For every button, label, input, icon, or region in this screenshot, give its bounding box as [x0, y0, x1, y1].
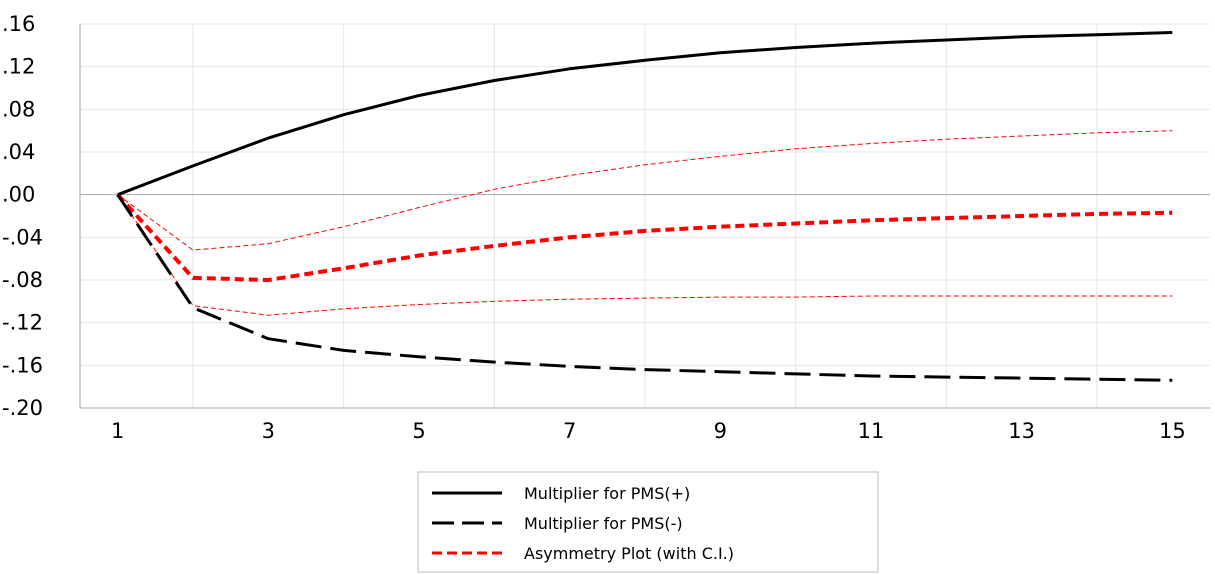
y-tick-label: -.04 — [2, 225, 43, 249]
x-tick-label: 3 — [262, 419, 275, 443]
y-tick-label: -.16 — [2, 353, 43, 377]
x-tick-label: 9 — [714, 419, 727, 443]
x-tick-label: 11 — [858, 419, 885, 443]
x-tick-label: 1 — [111, 419, 124, 443]
series-pms-plus-line — [117, 31, 1173, 197]
y-tick-label: .16 — [2, 12, 35, 36]
legend-label-asymmetry: Asymmetry Plot (with C.I.) — [524, 544, 734, 563]
series-ci-upper-line — [117, 130, 1173, 251]
legend-label-pms-plus: Multiplier for PMS(+) — [524, 484, 690, 503]
y-tick-labels: .16 .12 .08 .04 .00 -.04 -.08 -.12 -.16 -.20 — [2, 12, 43, 420]
legend: Multiplier for PMS(+) Multiplier for PMS… — [417, 471, 879, 573]
series-ci-lower-line — [117, 194, 1173, 316]
x-tick-label: 5 — [412, 419, 425, 443]
series-lines — [116, 31, 1173, 382]
series-asymmetry-line — [116, 193, 1173, 282]
x-tick-label: 13 — [1008, 419, 1035, 443]
legend-label-pms-minus: Multiplier for PMS(-) — [524, 514, 683, 533]
y-tick-label: .00 — [2, 183, 35, 207]
x-tick-label: 7 — [563, 419, 576, 443]
y-tick-label: -.08 — [2, 268, 43, 292]
y-tick-label: .04 — [2, 140, 35, 164]
x-tick-label: 15 — [1159, 419, 1186, 443]
y-tick-label: .08 — [2, 97, 35, 121]
series-pms-minus-line — [116, 193, 1173, 382]
y-tick-label: -.12 — [2, 311, 43, 335]
y-tick-label: .12 — [2, 55, 35, 79]
y-tick-label: -.20 — [2, 396, 43, 420]
axes — [79, 24, 1210, 409]
grid-lines — [80, 23, 1210, 409]
x-tick-labels: 1 3 5 7 9 11 13 15 — [111, 419, 1186, 443]
